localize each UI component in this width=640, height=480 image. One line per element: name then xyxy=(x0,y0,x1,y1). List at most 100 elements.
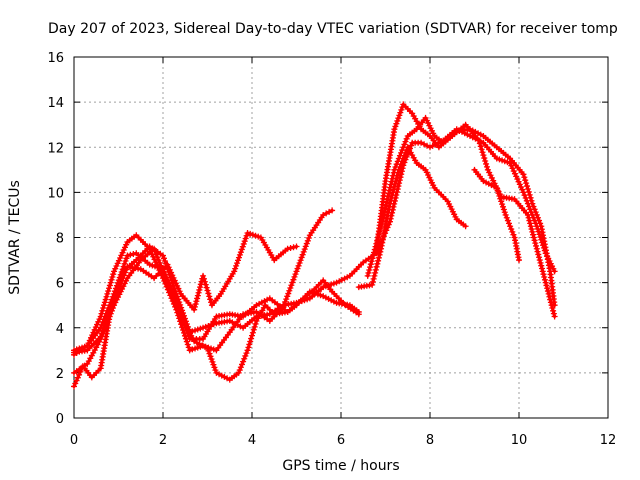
data-point xyxy=(211,364,218,371)
data-point xyxy=(231,268,238,275)
data-point xyxy=(113,296,120,303)
data-point xyxy=(531,206,538,213)
data-point xyxy=(392,123,399,130)
data-point xyxy=(550,307,557,314)
data-point xyxy=(109,305,116,312)
data-point xyxy=(499,157,506,164)
series-markers xyxy=(71,229,300,356)
data-point xyxy=(105,288,112,295)
data-point xyxy=(534,214,541,221)
data-point xyxy=(107,279,114,286)
data-point xyxy=(500,206,507,213)
data-point xyxy=(122,269,129,276)
x-axis-label: GPS time / hours xyxy=(282,458,399,474)
data-point xyxy=(164,286,171,293)
data-point xyxy=(530,203,537,210)
data-point xyxy=(168,269,175,276)
data-point xyxy=(184,341,191,348)
data-point xyxy=(240,358,247,365)
y-tick-label: 0 xyxy=(56,412,64,427)
data-point xyxy=(329,207,336,214)
data-point xyxy=(537,259,544,266)
data-point xyxy=(124,252,131,259)
data-point xyxy=(247,230,254,237)
data-point xyxy=(515,178,522,185)
data-point xyxy=(106,282,113,289)
data-point xyxy=(192,345,199,352)
y-tick-label: 6 xyxy=(56,277,64,292)
data-point xyxy=(172,303,179,310)
data-point xyxy=(109,273,116,280)
chart-title: Day 207 of 2023, Sidereal Day-to-day VTE… xyxy=(48,21,618,37)
data-point xyxy=(73,377,80,384)
data-point xyxy=(160,275,166,282)
data-point xyxy=(389,172,396,179)
data-point xyxy=(249,231,256,238)
data-point xyxy=(381,208,388,215)
data-point xyxy=(294,265,301,272)
data-point xyxy=(376,251,383,258)
data-point xyxy=(370,252,377,259)
x-tick-label: 0 xyxy=(70,433,78,448)
data-point xyxy=(193,298,200,305)
series-markers xyxy=(471,166,522,264)
data-point xyxy=(478,146,485,153)
data-point xyxy=(486,169,493,176)
data-point xyxy=(390,186,397,193)
data-point xyxy=(238,361,245,368)
data-point xyxy=(156,267,163,274)
data-point xyxy=(374,237,381,244)
data-point xyxy=(391,166,398,173)
data-point xyxy=(105,316,112,323)
data-point xyxy=(396,112,403,119)
data-point xyxy=(395,183,402,190)
data-point xyxy=(196,286,203,293)
data-point xyxy=(281,301,288,308)
data-point xyxy=(476,140,483,147)
data-point xyxy=(207,353,214,360)
data-point xyxy=(551,313,558,320)
data-point xyxy=(490,177,497,184)
data-point xyxy=(536,257,543,264)
data-point xyxy=(482,158,489,165)
data-point xyxy=(293,268,300,275)
data-point xyxy=(121,260,128,267)
data-point xyxy=(401,141,408,148)
data-point xyxy=(365,269,372,276)
data-point xyxy=(528,226,535,233)
data-point xyxy=(163,283,170,290)
data-point xyxy=(304,237,311,244)
data-point xyxy=(170,274,177,281)
x-tick-label: 4 xyxy=(248,433,256,448)
data-point xyxy=(209,358,216,365)
data-point xyxy=(108,307,115,314)
data-point xyxy=(201,278,208,285)
data-point xyxy=(239,243,246,250)
data-point xyxy=(210,321,217,328)
data-point xyxy=(243,232,250,239)
data-point xyxy=(284,245,291,252)
data-point xyxy=(191,306,198,313)
data-point xyxy=(180,327,187,334)
data-point xyxy=(536,254,543,261)
data-point xyxy=(71,383,77,390)
data-point xyxy=(250,326,257,333)
data-point xyxy=(328,281,335,288)
data-point xyxy=(121,244,128,251)
data-point xyxy=(175,312,182,319)
data-point xyxy=(252,320,259,327)
data-point xyxy=(524,183,531,190)
data-point xyxy=(373,263,380,270)
data-point xyxy=(115,294,122,301)
data-point xyxy=(531,237,538,244)
data-point xyxy=(497,195,504,202)
data-point xyxy=(89,332,96,339)
data-point xyxy=(325,282,332,289)
data-point xyxy=(524,211,531,218)
data-point xyxy=(235,254,242,261)
data-point xyxy=(487,172,494,179)
data-point xyxy=(84,342,91,349)
y-tick-label: 14 xyxy=(47,96,64,111)
data-point xyxy=(386,187,393,194)
